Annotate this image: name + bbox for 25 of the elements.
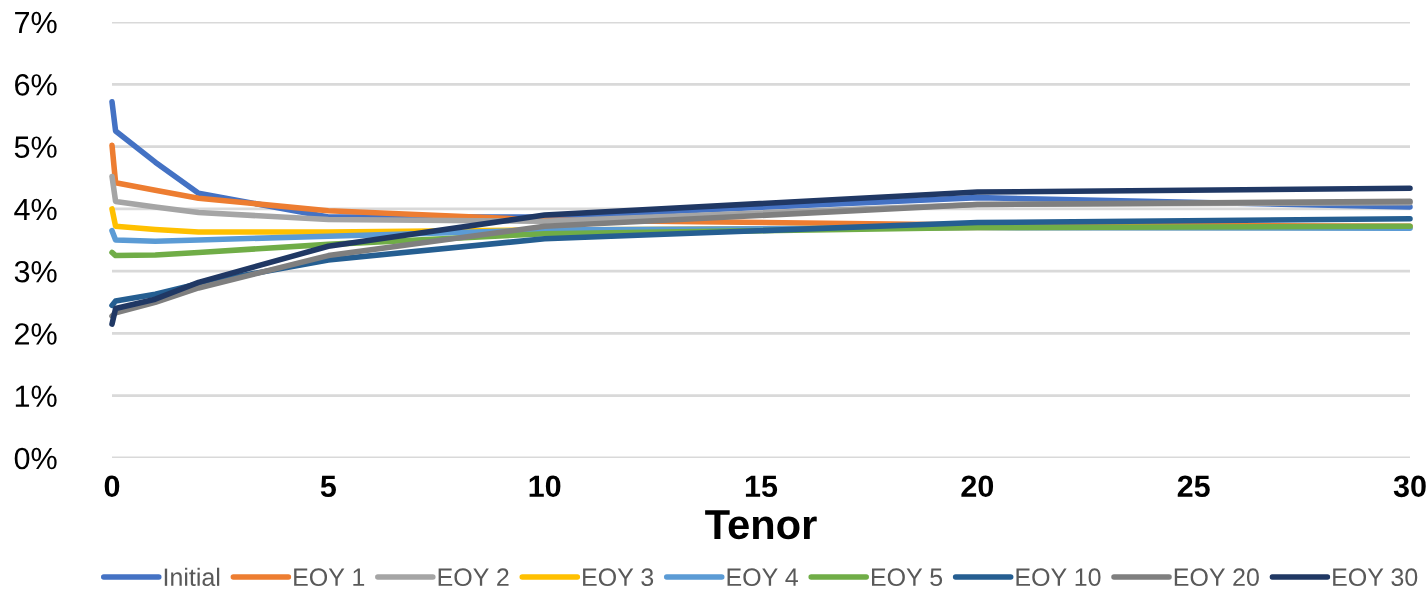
y-tick-label: 5% xyxy=(14,136,57,158)
y-tick-label: 0% xyxy=(14,447,57,470)
y-tick-label: 3% xyxy=(14,260,57,283)
y-tick-label: 1% xyxy=(15,385,57,407)
y-tick-label: 2% xyxy=(15,323,57,345)
x-tick-label: 15 xyxy=(745,475,778,498)
legend-label: EOY 10 xyxy=(1016,568,1101,587)
legend-label: EOY 1 xyxy=(294,568,365,587)
x-tick-label: 10 xyxy=(529,475,561,498)
x-tick-label: 0 xyxy=(104,475,120,498)
legend-label: EOY 20 xyxy=(1174,568,1259,587)
legend-label: EOY 3 xyxy=(583,568,654,587)
x-tick-label: 20 xyxy=(961,475,994,498)
legend-label: EOY 30 xyxy=(1333,568,1418,587)
y-tick-label: 6% xyxy=(15,74,57,96)
x-axis-title: Tenor xyxy=(705,510,817,540)
legend-label: EOY 4 xyxy=(727,568,798,587)
x-tick-label: 30 xyxy=(1393,475,1426,498)
x-tick-label: 25 xyxy=(1177,475,1210,498)
y-tick-label: 4% xyxy=(14,198,57,221)
legend-label: EOY 2 xyxy=(438,568,509,587)
legend-label: Initial xyxy=(164,567,220,587)
x-tick-label: 5 xyxy=(320,475,336,498)
y-tick-label: 7% xyxy=(15,11,57,34)
legend-label: EOY 5 xyxy=(872,568,943,587)
